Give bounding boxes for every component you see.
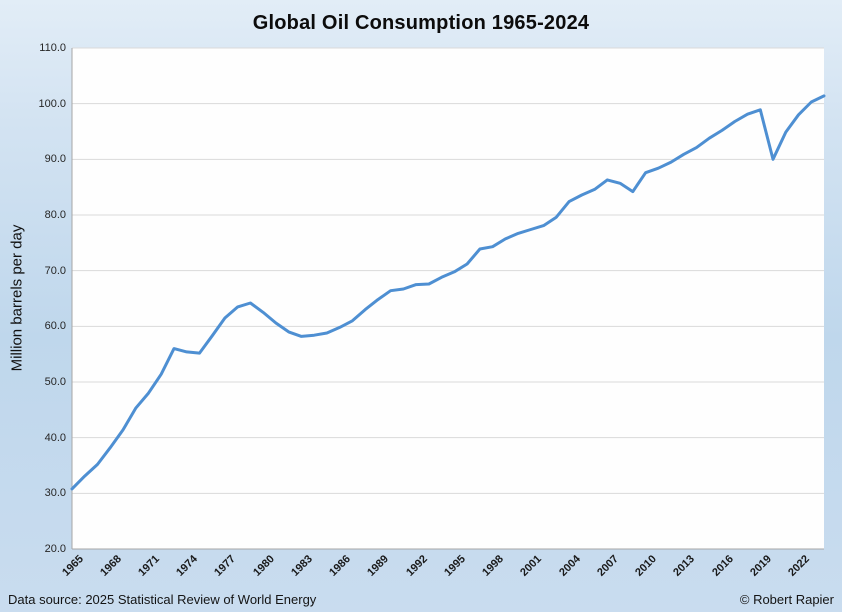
y-tick-label: 60.0 (44, 320, 66, 333)
y-tick-label: 110.0 (39, 42, 66, 54)
y-tick-label: 50.0 (44, 376, 66, 388)
plot-area-bg (72, 48, 824, 549)
data-source-note: Data source: 2025 Statistical Review of … (8, 592, 317, 607)
y-tick-label: 30.0 (44, 487, 66, 500)
y-tick-label: 100.0 (38, 97, 66, 110)
y-tick-label: 80.0 (44, 209, 66, 221)
oil-consumption-line (70, 94, 826, 491)
y-tick-label: 20.0 (44, 543, 66, 555)
y-tick-label: 40.0 (44, 431, 66, 444)
copyright-credit: © Robert Rapier (739, 592, 834, 607)
y-tick-label: 90.0 (44, 153, 66, 166)
chart-title: Global Oil Consumption 1965-2024 (252, 12, 590, 34)
y-tick-label: 70.0 (44, 264, 66, 277)
